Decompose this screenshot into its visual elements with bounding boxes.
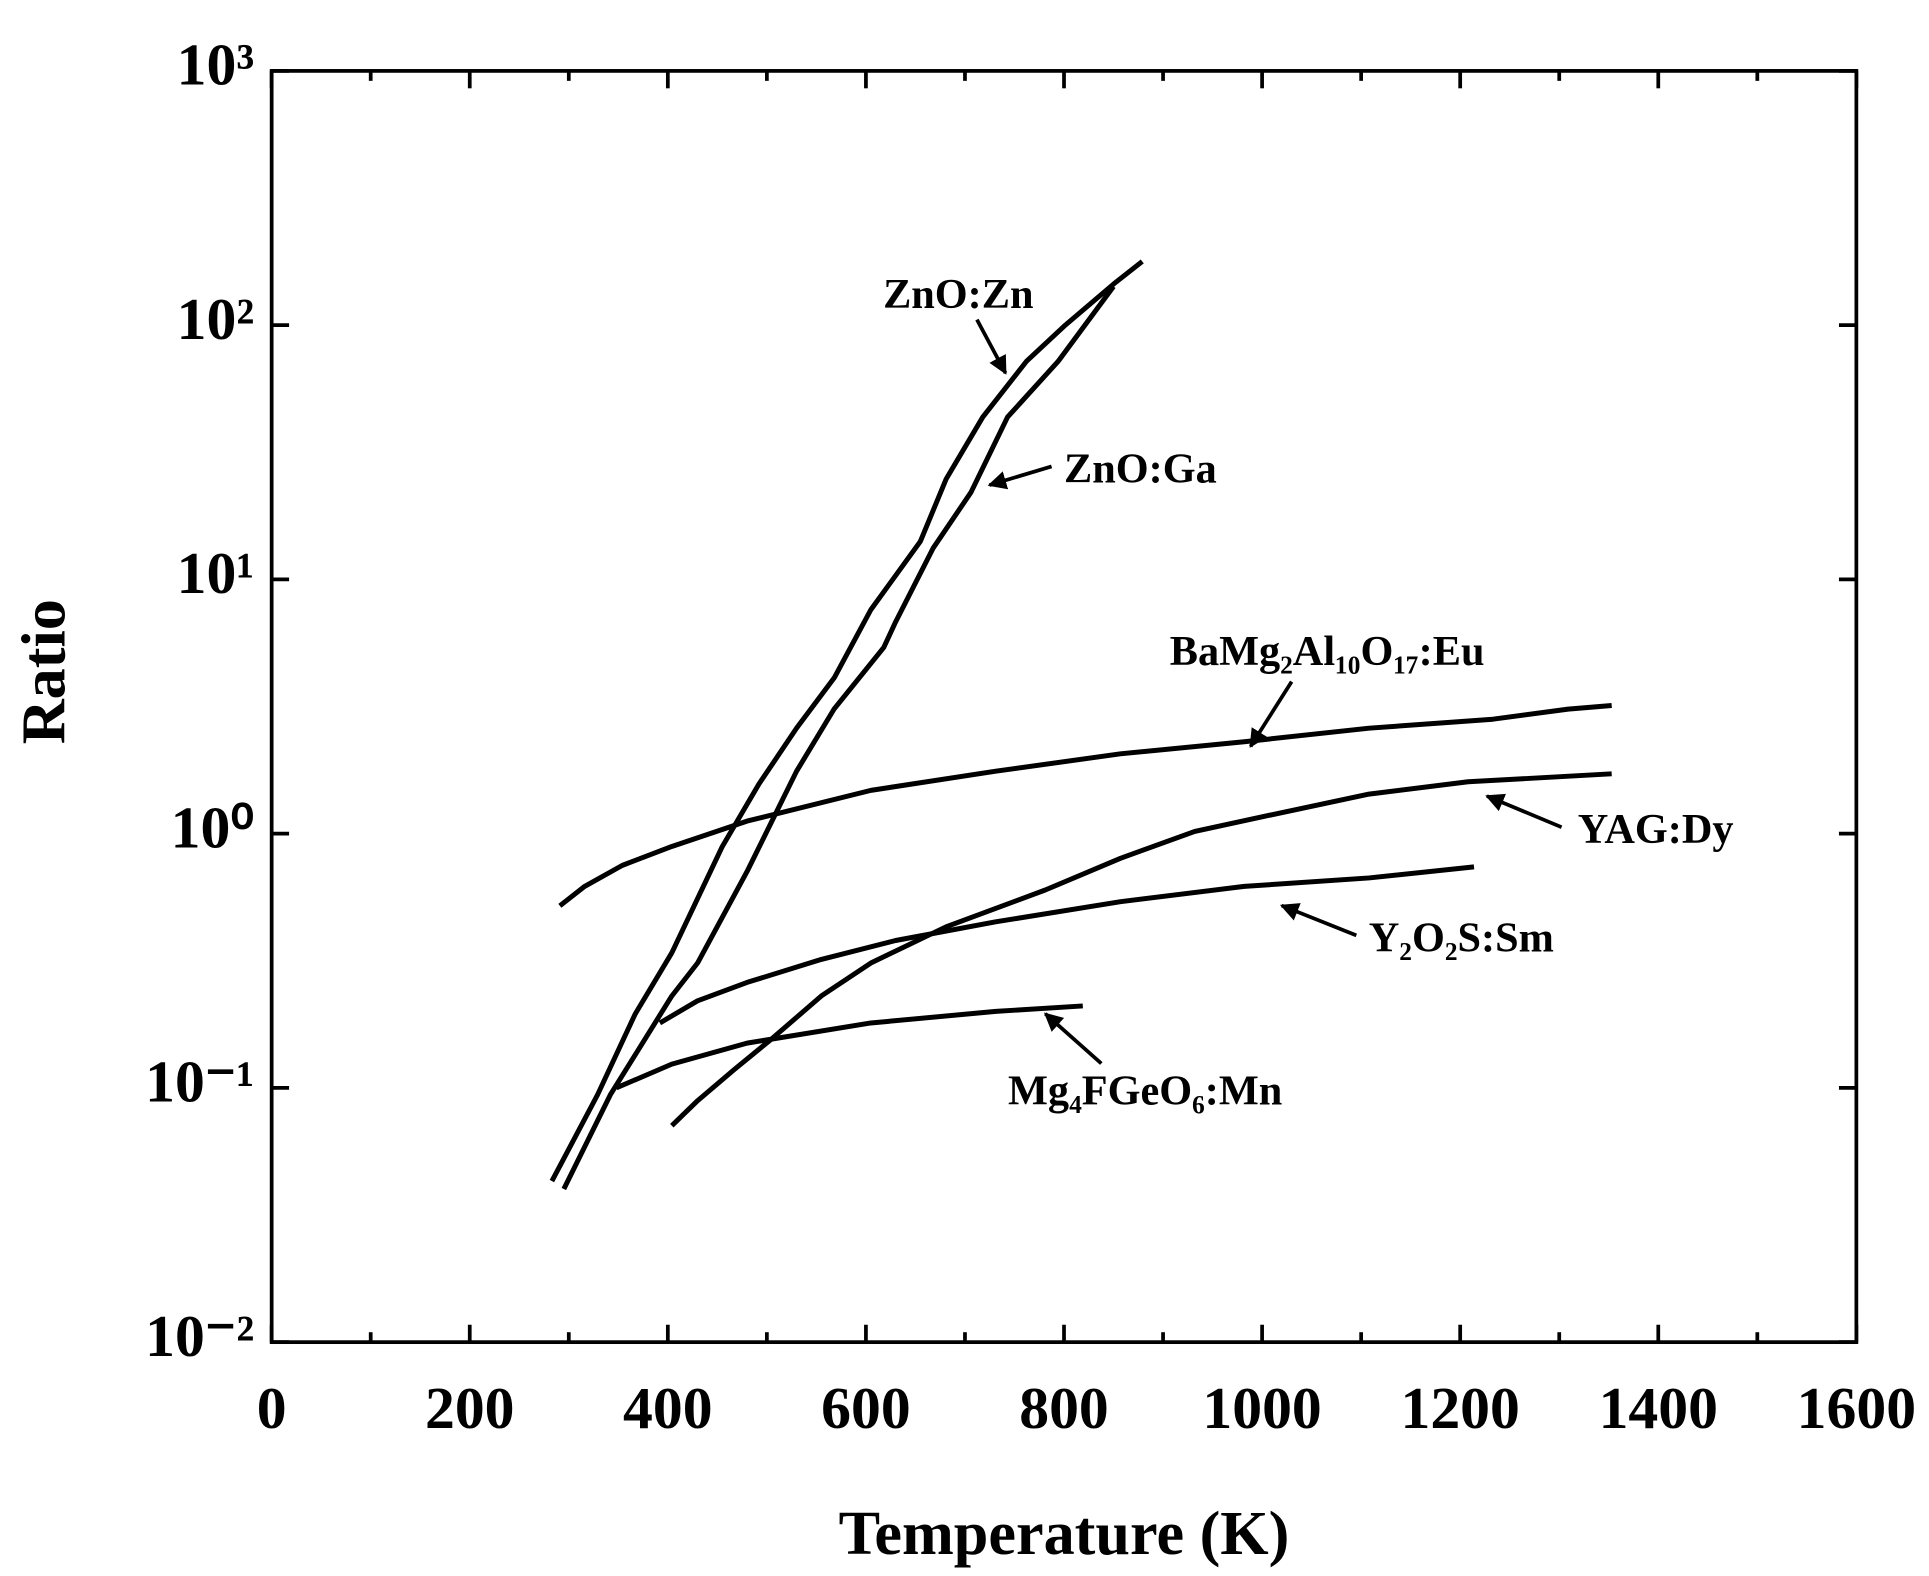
y-tick-label: 10⁻² (145, 1303, 254, 1369)
arrow (1485, 793, 1563, 829)
annotation-arrows (975, 318, 1563, 1065)
x-tick-label: 1600 (1797, 1375, 1916, 1441)
arrow (1043, 1012, 1103, 1065)
series-label: Y₂O₂S:Sm (1369, 914, 1554, 961)
arrow (1249, 680, 1294, 748)
x-tick-label: 0 (257, 1375, 287, 1441)
y-tick-label: 10¹ (177, 540, 255, 606)
x-tick-label: 200 (425, 1375, 515, 1441)
y-tick-label: 10⁻¹ (145, 1049, 254, 1115)
series-label: BaMg₂Al₁₀O₁₇:Eu (1170, 628, 1485, 675)
y-axis-label: Ratio (11, 599, 79, 744)
y-tick-label: 10³ (177, 32, 255, 98)
arrow (987, 464, 1053, 490)
series-label: YAG:Dy (1578, 806, 1734, 853)
series-line (670, 771, 1612, 1128)
series-line (615, 1003, 1083, 1091)
x-tick-label: 600 (821, 1375, 911, 1441)
series-line (561, 284, 1116, 1191)
x-tick-label: 1400 (1599, 1375, 1718, 1441)
arrow (975, 318, 1008, 375)
x-axis-label: Temperature (K) (839, 1500, 1290, 1568)
series-label: ZnO:Zn (883, 271, 1033, 318)
arrow (1279, 903, 1358, 938)
series-line (549, 259, 1144, 1183)
series-line (658, 864, 1475, 1026)
y-tick-label: 10² (177, 286, 255, 352)
y-tick-label: 10⁰ (171, 794, 255, 860)
plot-frame (269, 69, 1859, 1345)
x-tick-label: 1000 (1202, 1375, 1321, 1441)
series-label: ZnO:Ga (1064, 445, 1217, 492)
series-label: Mg₄FGeO₆:Mn (1008, 1067, 1282, 1114)
x-tick-label: 800 (1019, 1375, 1109, 1441)
x-tick-label: 1200 (1401, 1375, 1520, 1441)
x-tick-label: 400 (623, 1375, 713, 1441)
series-line (558, 703, 1612, 908)
